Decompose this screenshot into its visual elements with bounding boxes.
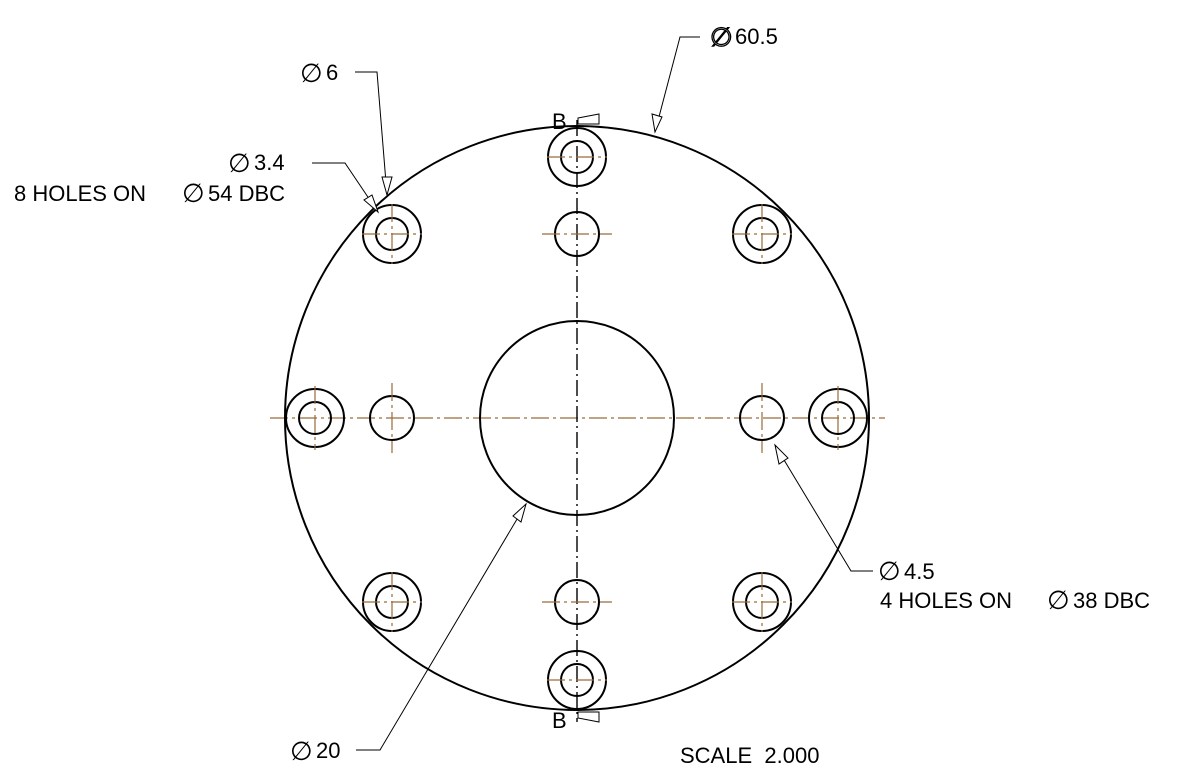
svg-text:∅: ∅ [710,22,733,52]
counterbored-hole [285,386,345,450]
counterbored-hole [808,386,868,450]
counterbored-hole-pattern [285,127,868,710]
svg-text:60.5: 60.5 [735,24,778,49]
inner-hole-pattern [369,211,785,625]
svg-text:∅: ∅ [300,58,323,88]
counterbored-hole [547,650,607,710]
svg-text:∅: ∅ [1047,585,1070,615]
svg-text:8 HOLES ON: 8 HOLES ON [14,181,146,206]
svg-text:3.4: 3.4 [254,150,285,175]
thru-hole-callout: ∅ 3.4 8 HOLES ON ∅ 54 DBC [14,148,380,214]
svg-text:B: B [552,109,567,134]
svg-text:20: 20 [316,738,340,763]
svg-text:54 DBC: 54 DBC [208,181,285,206]
svg-text:38 DBC: 38 DBC [1073,588,1150,613]
svg-text:4 HOLES ON: 4 HOLES ON [880,588,1012,613]
section-mark-top: B [552,109,600,134]
inner-hole [542,579,612,625]
svg-text:6: 6 [326,60,338,85]
center-bore-circle [479,320,675,516]
counterbored-hole [547,127,607,187]
svg-text:∅: ∅ [290,736,313,766]
counterbored-hole [732,204,792,264]
inner-hole [542,211,612,257]
counterbored-hole [362,572,422,632]
scale-label: SCALE 2.000 [680,743,819,768]
outer-diameter-callout: ∅ 60.5 [651,21,778,134]
svg-text:∅: ∅ [878,556,901,586]
bore-callout: ∅ 20 [290,502,527,766]
svg-text:∅: ∅ [228,148,251,178]
inner-hole [739,383,785,453]
counterbore-callout: ∅ 6 [300,58,393,197]
svg-text:4.5: 4.5 [904,559,935,584]
inner-hole-callout: ∅ 4.5 4 HOLES ON ∅ 38 DBC [774,443,1150,615]
svg-text:∅: ∅ [182,178,205,208]
counterbored-hole [362,204,422,264]
section-mark-bottom: B [552,708,600,733]
counterbored-hole [732,572,792,632]
svg-text:B: B [552,708,567,733]
inner-hole [369,383,415,453]
